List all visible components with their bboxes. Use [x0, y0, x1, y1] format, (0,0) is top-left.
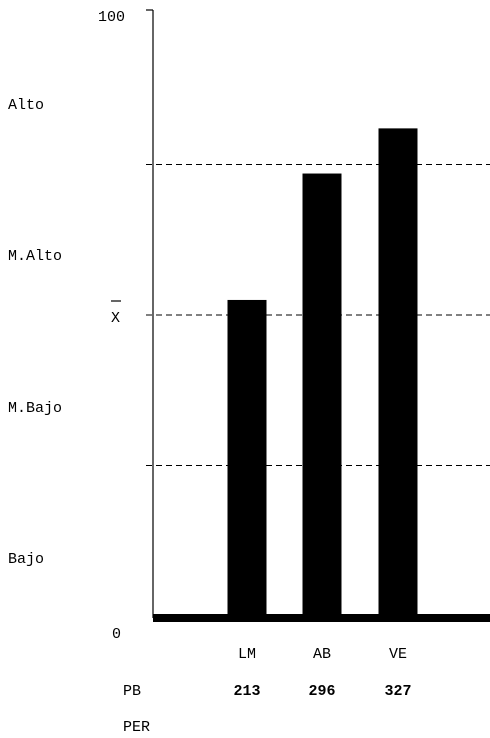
y-tick-label-min: 0	[112, 626, 121, 643]
band-label-medio-bajo: M.Bajo	[8, 400, 62, 417]
band-label-alto: Alto	[8, 97, 44, 114]
bar-ve	[378, 128, 418, 616]
category-label-ve: VE	[389, 646, 407, 663]
mean-label: X	[111, 310, 120, 327]
category-label-lm: LM	[238, 646, 256, 663]
band-label-bajo: Bajo	[8, 551, 44, 568]
category-labels: LM AB VE	[238, 646, 407, 663]
category-label-ab: AB	[313, 646, 331, 663]
bar-lm	[227, 299, 267, 616]
bars	[227, 128, 418, 616]
pb-value-ab: 296	[308, 683, 335, 700]
baseline	[153, 614, 490, 622]
y-tick-label-max: 100	[98, 9, 125, 26]
band-label-medio-alto: M.Alto	[8, 248, 62, 265]
bar-ab	[302, 173, 342, 616]
pb-value-ve: 327	[384, 683, 411, 700]
row-label-per: PER	[123, 719, 150, 736]
pb-value-lm: 213	[233, 683, 260, 700]
row-label-pb: PB	[123, 683, 141, 700]
